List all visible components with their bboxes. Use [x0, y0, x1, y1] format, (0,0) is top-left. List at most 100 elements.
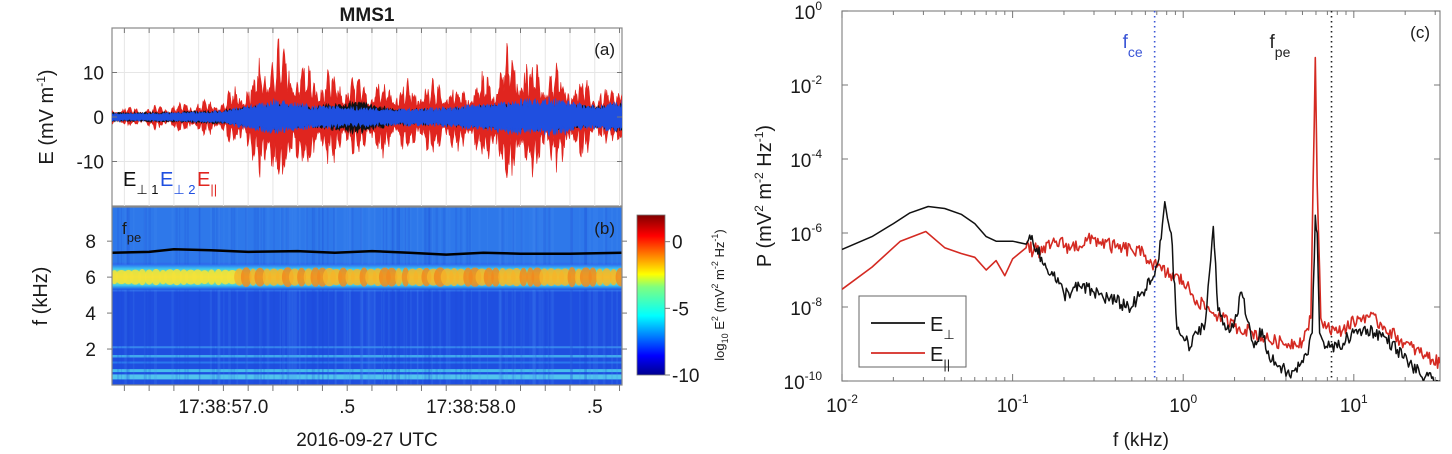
spectrogram-streak: [542, 207, 546, 385]
emission-blob: [588, 267, 598, 287]
spectrogram-streak: [588, 207, 591, 385]
x-tick-label: 100: [1169, 392, 1197, 417]
spectrogram-streak: [348, 207, 351, 385]
spectrogram-streak: [404, 207, 407, 385]
spectrogram-streak: [538, 207, 542, 385]
x-tick-label: 17:38:57.0: [179, 397, 269, 418]
spectrogram-streak: [184, 207, 186, 385]
spectrogram-streak: [335, 207, 337, 385]
spectrogram-streak: [198, 207, 201, 385]
spectrogram-streak: [512, 207, 515, 385]
spectrogram-streak: [143, 207, 146, 385]
spectrogram-streak: [523, 207, 525, 385]
panel-a-traces: [112, 38, 622, 178]
emission-blob: [386, 267, 398, 287]
panel-a-ylabel: E (mV m-1): [34, 69, 58, 164]
spectrogram-streak: [443, 207, 446, 385]
spectrogram-streak: [179, 207, 181, 385]
spectrogram-streak: [498, 207, 502, 385]
spectrogram-streak: [547, 207, 551, 385]
legend-item: E⊥ 1: [123, 169, 159, 197]
spectrogram-streak: [569, 207, 573, 385]
spectrogram-streak: [216, 207, 219, 385]
emission-blob: [511, 267, 522, 287]
panel-c-vlines: fce fpe: [1123, 11, 1333, 381]
spectrogram-streak: [311, 207, 314, 385]
svg-text:log10 E2 (mV2 m-2 Hz-1): log10 E2 (mV2 m-2 Hz-1): [710, 229, 730, 360]
spectrogram-streak: [317, 207, 321, 385]
panel-c-legend: E⊥E||: [858, 295, 967, 372]
spectrogram-streak: [360, 207, 364, 385]
spectrogram-streak: [273, 207, 275, 385]
panel-c-label: (c): [1410, 23, 1430, 42]
spectrogram-streak: [511, 207, 514, 385]
spectrogram-streak: [359, 207, 363, 385]
spectrogram-streak: [288, 207, 290, 385]
panel-a-legend: E⊥ 1 E⊥ 2 E||: [123, 169, 217, 197]
spectrogram-streak: [259, 207, 262, 385]
colorbar-tick-label: -10: [672, 366, 699, 387]
spectrogram-streak: [550, 207, 553, 385]
spectrogram-streak: [385, 207, 388, 385]
y-tick-label: 6: [85, 268, 96, 289]
panel-b-xlabel: 2016-09-27 UTC: [296, 430, 438, 451]
spectrogram-streak: [306, 207, 308, 385]
spectrogram-streak: [403, 207, 405, 385]
spectrogram-streak: [513, 207, 517, 385]
svg-text:P (mV2 m-2 Hz-1): P (mV2 m-2 Hz-1): [752, 125, 776, 267]
spectrogram-streak: [520, 207, 523, 385]
spectrogram-streak: [570, 207, 573, 385]
spectrogram-streak: [382, 207, 385, 385]
spectrogram-streak: [466, 207, 469, 385]
spectrogram-streak: [611, 207, 613, 385]
spectrogram-streak: [263, 207, 266, 385]
spectrogram-streak: [209, 207, 212, 385]
emission-blob: [615, 267, 622, 287]
spectrogram-streak: [304, 207, 307, 385]
colorbar-gradient: [636, 214, 666, 376]
emission-blob: [579, 267, 592, 287]
spectrogram-streak: [334, 207, 337, 385]
spectrogram-streak: [322, 207, 324, 385]
figure-title: MMS1: [340, 5, 395, 26]
emission-blob: [207, 269, 216, 285]
spectrogram-streak: [349, 207, 351, 385]
spectrogram-streak: [120, 207, 123, 385]
colorbar-ticks: 0 -5 -10: [665, 233, 699, 387]
emission-blob: [395, 268, 403, 287]
spectrogram-streak: [383, 207, 385, 385]
spectrogram-streak: [468, 207, 472, 385]
spectrogram-streak: [416, 207, 419, 385]
spectrogram-streak: [547, 207, 550, 385]
y-tick-label: 4: [85, 304, 96, 325]
emission-blob: [151, 268, 161, 286]
spectrogram-streak: [535, 207, 537, 385]
spectrogram-streak: [592, 207, 596, 385]
spectrogram-streak: [368, 207, 371, 385]
emission-blob: [268, 268, 280, 286]
spectrogram-streak: [286, 207, 290, 385]
spectrogram-streak: [359, 207, 363, 385]
spectrogram-streak: [584, 207, 587, 385]
panel-c-ticks: 10-2 10-1 100 101 100 10-2 10-4 10-6 10-8 10-10: [784, 0, 1440, 417]
spectrogram-streak: [584, 207, 587, 385]
y-tick-label: 10-10: [784, 369, 823, 394]
spectrogram-streak: [373, 207, 376, 385]
spectrogram-streak: [533, 207, 537, 385]
vline-label-f_pe: fpe: [1270, 32, 1291, 60]
spectrogram-streak: [287, 207, 289, 385]
spectrogram-streak: [428, 207, 430, 385]
spectrogram-streak: [346, 207, 349, 385]
spectrogram-streak: [126, 207, 130, 385]
emission-blob: [288, 268, 301, 286]
spectrogram-streak: [288, 207, 291, 385]
spectrogram-streak: [486, 207, 489, 385]
panel-b-ticks: 17:38:57.0 .5 17:38:58.0 .5 2 4 6 8: [85, 232, 627, 418]
spectrogram-streak: [299, 207, 301, 385]
emission-blob: [596, 268, 604, 286]
spectrogram-streak: [499, 207, 503, 385]
spectrogram-streak: [219, 207, 221, 385]
emission-blob: [192, 269, 204, 285]
spectrogram-streak: [398, 207, 400, 385]
spectrogram-streak: [505, 207, 507, 385]
